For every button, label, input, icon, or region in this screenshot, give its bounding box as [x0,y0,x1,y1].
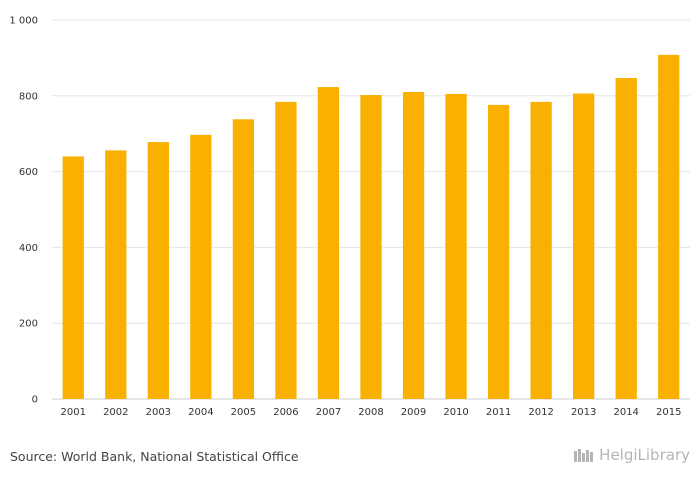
y-axis-ticks: 0 200 400 600 800 1 000 [9,16,38,406]
x-tick-label: 2009 [401,407,426,418]
x-tick-label: 2005 [231,407,256,418]
bar-2002[interactable] [105,150,127,399]
x-tick-label: 2012 [528,407,553,418]
bar-2001[interactable] [62,156,84,399]
x-tick-label: 2001 [61,407,86,418]
library-icon [574,449,594,462]
y-tick-label: 800 [19,91,38,102]
x-tick-label: 2002 [103,407,128,418]
bar-2011[interactable] [487,104,510,400]
y-tick-label: 0 [32,395,38,406]
y-tick-label: 200 [19,319,38,330]
x-tick-label: 2007 [316,407,341,418]
bar-2012[interactable] [530,101,552,399]
source-note: Source: World Bank, National Statistical… [10,449,299,464]
bar-2009[interactable] [402,92,425,399]
bar-2010[interactable] [445,93,467,399]
x-tick-label: 2008 [358,407,383,418]
bar-2006[interactable] [275,101,297,399]
bar-2004[interactable] [190,134,212,399]
y-tick-label: 600 [19,167,38,178]
brand-name: HelgiLibrary [599,446,690,464]
brand-logo: HelgiLibrary [573,446,690,464]
y-tick-label: 1 000 [9,16,38,27]
x-tick-label: 2010 [443,407,468,418]
x-tick-label: 2011 [486,407,511,418]
x-tick-label: 2003 [146,407,171,418]
bar-2013[interactable] [573,93,595,399]
bar-2005[interactable] [232,119,255,399]
bars [62,54,680,400]
x-tick-label: 2015 [656,407,681,418]
x-axis-ticks: 2001 2002 2003 2004 2005 2006 2007 2008 2009 2010… [61,407,682,418]
bar-2014[interactable] [615,77,637,399]
x-tick-label: 2006 [273,407,298,418]
bar-2007[interactable] [317,87,340,399]
y-tick-label: 400 [19,243,38,254]
x-tick-label: 2004 [188,407,213,418]
x-tick-label: 2014 [613,407,638,418]
x-tick-label: 2013 [571,407,596,418]
bar-2015[interactable] [658,54,680,399]
bar-2008[interactable] [360,95,382,400]
bar-2003[interactable] [147,142,169,399]
